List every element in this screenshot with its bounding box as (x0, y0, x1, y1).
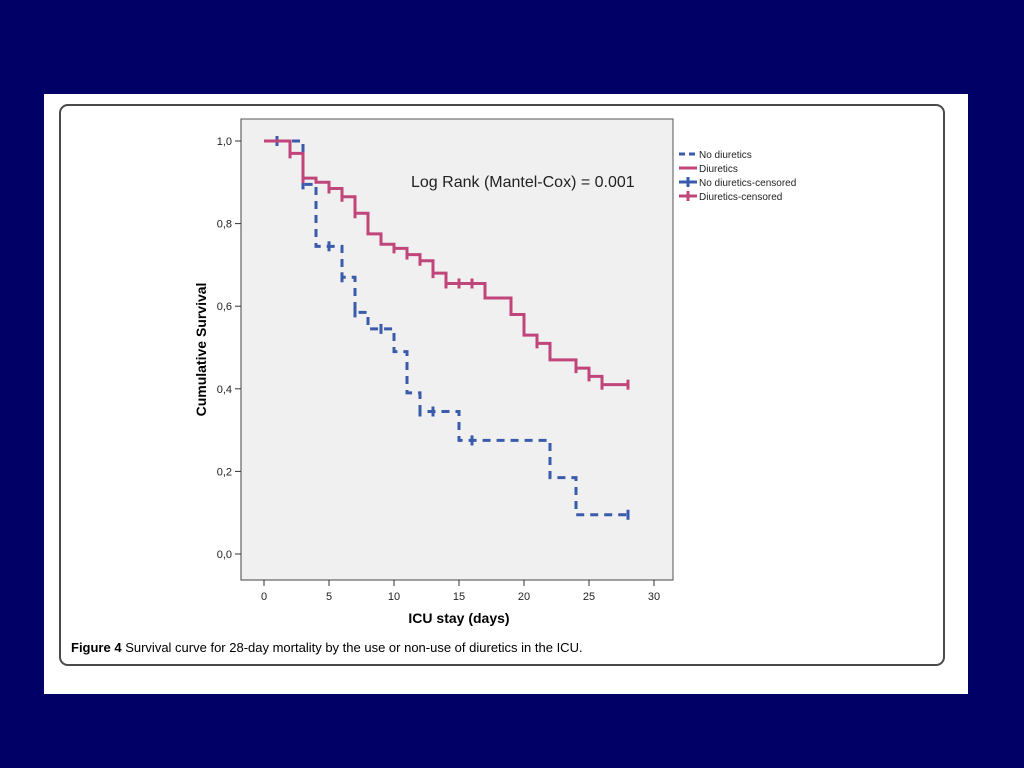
figure-frame: 0,0 0,2 0,4 0,6 0,8 1,0 0 5 10 15 20 25 30 Cumulati… (59, 104, 945, 666)
legend: No diuretics Diuretics No diuretics-censor… (679, 150, 796, 203)
x-tick-label: 25 (583, 591, 595, 603)
slide-panel: 0,0 0,2 0,4 0,6 0,8 1,0 0 5 10 15 20 25 30 Cumulati… (44, 94, 968, 694)
y-tick-label: 0,0 (217, 549, 232, 561)
y-tick-label: 0,6 (217, 301, 232, 313)
survival-chart: 0,0 0,2 0,4 0,6 0,8 1,0 0 5 10 15 20 25 30 Cumulati… (193, 118, 796, 626)
log-rank-annotation: Log Rank (Mantel-Cox) = 0.001 (411, 174, 635, 191)
caption-label: Figure 4 (71, 640, 122, 655)
x-tick-label: 20 (518, 591, 530, 603)
y-axis-label: Cumulative Survival (193, 283, 209, 417)
plot-area (240, 118, 674, 581)
y-tick-label: 0,4 (217, 384, 232, 396)
legend-entry: Diuretics (699, 164, 738, 175)
y-ticks: 0,0 0,2 0,4 0,6 0,8 1,0 (217, 136, 241, 561)
x-tick-label: 5 (326, 591, 332, 603)
caption-text: Survival curve for 28-day mortality by t… (125, 640, 583, 655)
legend-entry: Diuretics-censored (699, 192, 782, 203)
x-tick-label: 0 (261, 591, 267, 603)
x-ticks: 0 5 10 15 20 25 30 (261, 580, 660, 603)
x-tick-label: 15 (453, 591, 465, 603)
legend-entry: No diuretics-censored (699, 178, 796, 189)
y-tick-label: 0,8 (217, 219, 232, 231)
x-axis-label: ICU stay (days) (408, 610, 509, 626)
y-tick-label: 0,2 (217, 466, 232, 478)
y-tick-label: 1,0 (217, 136, 232, 148)
figure-caption: Figure 4 Survival curve for 28-day morta… (71, 640, 583, 655)
series-group (264, 136, 630, 520)
legend-entry: No diuretics (699, 150, 752, 161)
x-tick-label: 10 (388, 591, 400, 603)
x-tick-label: 30 (648, 591, 660, 603)
axes (240, 119, 673, 581)
